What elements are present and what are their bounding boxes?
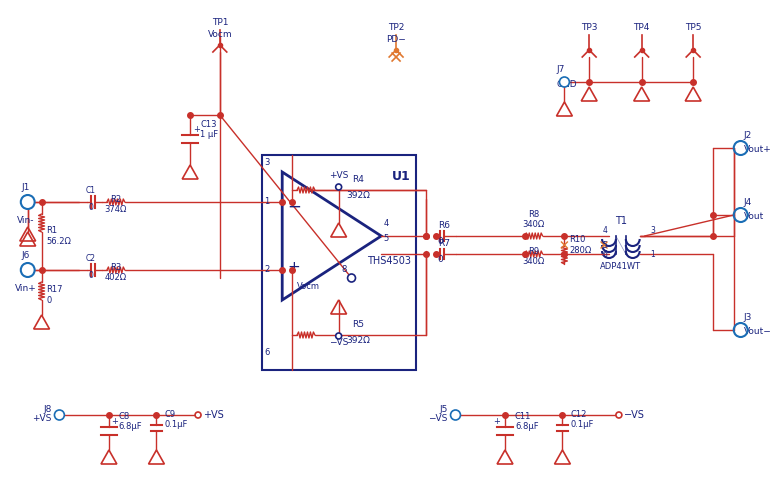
Text: +: + bbox=[111, 417, 118, 426]
Circle shape bbox=[616, 412, 622, 418]
Text: Vout−: Vout− bbox=[744, 327, 772, 336]
Circle shape bbox=[451, 410, 461, 420]
Text: 392Ω: 392Ω bbox=[347, 336, 371, 345]
Text: Vin-: Vin- bbox=[17, 216, 34, 225]
Text: Vin+: Vin+ bbox=[15, 284, 37, 293]
Text: PD−: PD− bbox=[386, 35, 406, 44]
Text: R3
402Ω: R3 402Ω bbox=[105, 262, 127, 282]
Text: GND: GND bbox=[556, 80, 577, 89]
Text: ADP41WT: ADP41WT bbox=[601, 262, 642, 271]
Circle shape bbox=[195, 412, 201, 418]
Text: R9
340Ω: R9 340Ω bbox=[523, 247, 545, 266]
Text: C11
6.8μF: C11 6.8μF bbox=[515, 412, 538, 431]
Text: 1: 1 bbox=[264, 197, 270, 206]
Text: 3: 3 bbox=[264, 158, 270, 167]
Text: R17
0: R17 0 bbox=[47, 285, 63, 304]
Text: R8
340Ω: R8 340Ω bbox=[523, 209, 545, 229]
Text: C12
0.1μF: C12 0.1μF bbox=[570, 410, 594, 429]
Text: U1: U1 bbox=[392, 170, 411, 183]
Text: 0: 0 bbox=[437, 255, 444, 264]
Text: C9
0.1μF: C9 0.1μF bbox=[165, 410, 188, 429]
Text: +: + bbox=[193, 125, 200, 134]
Text: TP3: TP3 bbox=[581, 23, 598, 32]
Text: THS4503: THS4503 bbox=[367, 256, 411, 266]
Text: Vout: Vout bbox=[744, 212, 764, 221]
Text: R4: R4 bbox=[353, 175, 364, 184]
Text: J3: J3 bbox=[744, 313, 752, 322]
Text: −: − bbox=[287, 198, 301, 216]
Text: 5: 5 bbox=[602, 240, 607, 250]
Text: 0: 0 bbox=[437, 237, 444, 246]
Text: 5: 5 bbox=[383, 234, 388, 243]
Circle shape bbox=[336, 184, 342, 190]
Text: 4: 4 bbox=[383, 219, 388, 228]
Text: TP4: TP4 bbox=[633, 23, 650, 32]
Text: C2: C2 bbox=[86, 254, 96, 263]
Text: J6: J6 bbox=[22, 251, 30, 260]
Text: 392Ω: 392Ω bbox=[347, 191, 371, 200]
Bar bbox=[263, 155, 416, 370]
Text: J4: J4 bbox=[744, 198, 752, 207]
Text: J2: J2 bbox=[744, 131, 752, 140]
Text: R1
56.2Ω: R1 56.2Ω bbox=[47, 226, 71, 246]
Text: 4: 4 bbox=[602, 226, 607, 235]
Text: T1: T1 bbox=[615, 216, 627, 226]
Text: −VS: −VS bbox=[624, 410, 645, 420]
Text: C13
1 μF: C13 1 μF bbox=[200, 120, 218, 139]
Text: Vocm: Vocm bbox=[207, 30, 232, 39]
Circle shape bbox=[559, 77, 570, 87]
Text: +VS: +VS bbox=[203, 410, 224, 420]
Circle shape bbox=[347, 274, 356, 282]
Text: TP1: TP1 bbox=[211, 18, 228, 27]
Text: 6: 6 bbox=[264, 348, 270, 357]
Text: 0: 0 bbox=[89, 203, 93, 212]
Text: 1: 1 bbox=[650, 250, 655, 259]
Text: −VS: −VS bbox=[329, 338, 348, 347]
Text: R7: R7 bbox=[437, 239, 450, 248]
Text: +VS: +VS bbox=[329, 171, 348, 180]
Text: −VS: −VS bbox=[428, 414, 448, 423]
Text: J7: J7 bbox=[556, 65, 565, 74]
Text: J8: J8 bbox=[43, 405, 51, 414]
Text: TP5: TP5 bbox=[685, 23, 702, 32]
Text: +: + bbox=[493, 417, 500, 426]
Text: 6: 6 bbox=[602, 250, 607, 259]
Text: R2
374Ω: R2 374Ω bbox=[105, 195, 127, 214]
Text: C1: C1 bbox=[86, 186, 96, 195]
Text: R6: R6 bbox=[437, 221, 450, 230]
Text: TP2: TP2 bbox=[388, 23, 404, 32]
Text: R10
280Ω: R10 280Ω bbox=[570, 235, 591, 255]
Text: Vocm: Vocm bbox=[297, 282, 320, 291]
Text: 3: 3 bbox=[650, 226, 656, 235]
Text: +VS: +VS bbox=[32, 414, 51, 423]
Text: J5: J5 bbox=[439, 405, 448, 414]
Circle shape bbox=[336, 333, 342, 339]
Circle shape bbox=[54, 410, 64, 420]
Text: C8
6.8μF: C8 6.8μF bbox=[119, 412, 142, 431]
Text: R5: R5 bbox=[353, 320, 364, 329]
Text: Vout+: Vout+ bbox=[744, 145, 772, 154]
Text: 0: 0 bbox=[89, 271, 93, 280]
Text: 2: 2 bbox=[264, 265, 270, 274]
Text: +: + bbox=[287, 260, 300, 274]
Text: 8: 8 bbox=[342, 265, 347, 274]
Text: J1: J1 bbox=[22, 183, 30, 192]
